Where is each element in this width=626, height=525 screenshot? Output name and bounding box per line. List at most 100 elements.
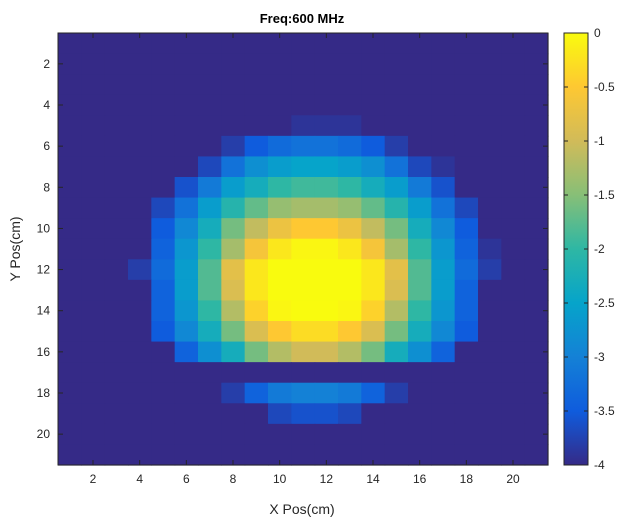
heatmap-cell bbox=[431, 362, 456, 384]
heatmap-cell bbox=[221, 279, 246, 302]
heatmap-cell bbox=[431, 300, 456, 322]
heatmap-cell bbox=[174, 300, 199, 322]
heatmap-cell bbox=[174, 115, 199, 137]
heatmap-cell bbox=[338, 94, 362, 116]
heatmap-cell bbox=[174, 341, 199, 363]
heatmap-cell bbox=[58, 218, 82, 240]
heatmap-cell bbox=[314, 444, 339, 466]
heatmap-cell bbox=[81, 403, 106, 425]
heatmap-cell bbox=[478, 53, 502, 75]
heatmap-cell bbox=[174, 135, 199, 158]
heatmap-cell bbox=[338, 238, 362, 260]
heatmap-cell bbox=[268, 444, 292, 466]
heatmap-cell bbox=[454, 259, 479, 281]
heatmap-cell bbox=[221, 197, 246, 219]
heatmap-cell bbox=[524, 444, 549, 466]
y-tick-label: 4 bbox=[43, 98, 50, 112]
colorbar-tick-label: -2 bbox=[594, 242, 605, 256]
heatmap-cell bbox=[501, 115, 526, 137]
heatmap-cell bbox=[244, 135, 269, 158]
heatmap-cell bbox=[128, 423, 152, 446]
heatmap-cell bbox=[58, 238, 82, 260]
heatmap-cell bbox=[198, 403, 222, 425]
heatmap-cell bbox=[361, 259, 386, 281]
heatmap-cell bbox=[454, 156, 479, 178]
heatmap-cell bbox=[244, 115, 269, 137]
heatmap-cell bbox=[454, 197, 479, 219]
heatmap-cell bbox=[478, 115, 502, 137]
heatmap-cell bbox=[501, 218, 526, 240]
heatmap-cell bbox=[291, 259, 316, 281]
heatmap-cell bbox=[408, 444, 432, 466]
heatmap-cell bbox=[244, 403, 269, 425]
heatmap-cell bbox=[128, 321, 152, 343]
x-axis-ticks: 2 4 6 8 10 12 14 16 18 20 bbox=[90, 33, 520, 486]
heatmap-cell bbox=[128, 94, 152, 116]
heatmap-cell bbox=[524, 300, 549, 322]
heatmap-cell bbox=[151, 218, 176, 240]
heatmap-cell bbox=[361, 156, 386, 178]
x-tick-label: 2 bbox=[90, 472, 97, 486]
heatmap-cell bbox=[128, 279, 152, 302]
heatmap-cell bbox=[478, 444, 502, 466]
heatmap-cell bbox=[81, 362, 106, 384]
heatmap-cell bbox=[361, 238, 386, 260]
y-tick-label: 16 bbox=[37, 345, 51, 359]
heatmap-cell bbox=[361, 135, 386, 158]
heatmap-cell bbox=[408, 156, 432, 178]
heatmap-cell bbox=[338, 53, 362, 75]
heatmap-cell bbox=[58, 423, 82, 446]
heatmap-cell bbox=[501, 33, 526, 55]
heatmap-cell bbox=[431, 403, 456, 425]
heatmap-cell bbox=[431, 53, 456, 75]
heatmap-cell bbox=[501, 156, 526, 178]
heatmap-cell bbox=[524, 115, 549, 137]
heatmap-cell bbox=[384, 177, 409, 199]
heatmap-cell bbox=[384, 423, 409, 446]
heatmap-cell bbox=[58, 279, 82, 302]
y-tick-label: 14 bbox=[37, 304, 51, 318]
heatmap-cell bbox=[361, 382, 386, 404]
heatmap-cell bbox=[431, 259, 456, 281]
heatmap-cell bbox=[221, 341, 246, 363]
heatmap-cell bbox=[338, 321, 362, 343]
heatmap-cell bbox=[524, 94, 549, 116]
heatmap-cell bbox=[338, 423, 362, 446]
heatmap-cell bbox=[104, 423, 129, 446]
heatmap-cell bbox=[174, 33, 199, 55]
heatmap-cell bbox=[58, 53, 82, 75]
heatmap-cell bbox=[291, 321, 316, 343]
heatmap-cell bbox=[524, 321, 549, 343]
heatmap-cell bbox=[314, 156, 339, 178]
heatmap-cell bbox=[384, 135, 409, 158]
heatmap-cell bbox=[408, 74, 432, 96]
heatmap-cell bbox=[408, 115, 432, 137]
heatmap-cell bbox=[384, 300, 409, 322]
heatmap-cell bbox=[478, 135, 502, 158]
heatmap-cell bbox=[151, 444, 176, 466]
x-tick-label: 8 bbox=[230, 472, 237, 486]
heatmap-cell bbox=[454, 33, 479, 55]
heatmap-cell bbox=[338, 135, 362, 158]
heatmap-cell bbox=[128, 362, 152, 384]
colorbar-ticks: 0 -0.5 -1 -1.5 -2 -2.5 -3 -3.5 -4 bbox=[564, 26, 615, 472]
heatmap-cell bbox=[431, 135, 456, 158]
heatmap-cell bbox=[58, 341, 82, 363]
heatmap-cell bbox=[291, 300, 316, 322]
heatmap-cell bbox=[501, 53, 526, 75]
heatmap-cell bbox=[291, 444, 316, 466]
heatmap-cell bbox=[478, 403, 502, 425]
heatmap-cell bbox=[128, 259, 152, 281]
heatmap-cell bbox=[384, 115, 409, 137]
heatmap-cell bbox=[198, 238, 222, 260]
heatmap-cell bbox=[524, 177, 549, 199]
heatmap-cell bbox=[408, 423, 432, 446]
heatmap-cell bbox=[151, 362, 176, 384]
heatmap-cell bbox=[431, 341, 456, 363]
heatmap-cell bbox=[291, 403, 316, 425]
heatmap-cells bbox=[58, 33, 549, 466]
heatmap-cell bbox=[198, 300, 222, 322]
heatmap-cell bbox=[524, 135, 549, 158]
heatmap-cell bbox=[478, 259, 502, 281]
heatmap-cell bbox=[314, 94, 339, 116]
